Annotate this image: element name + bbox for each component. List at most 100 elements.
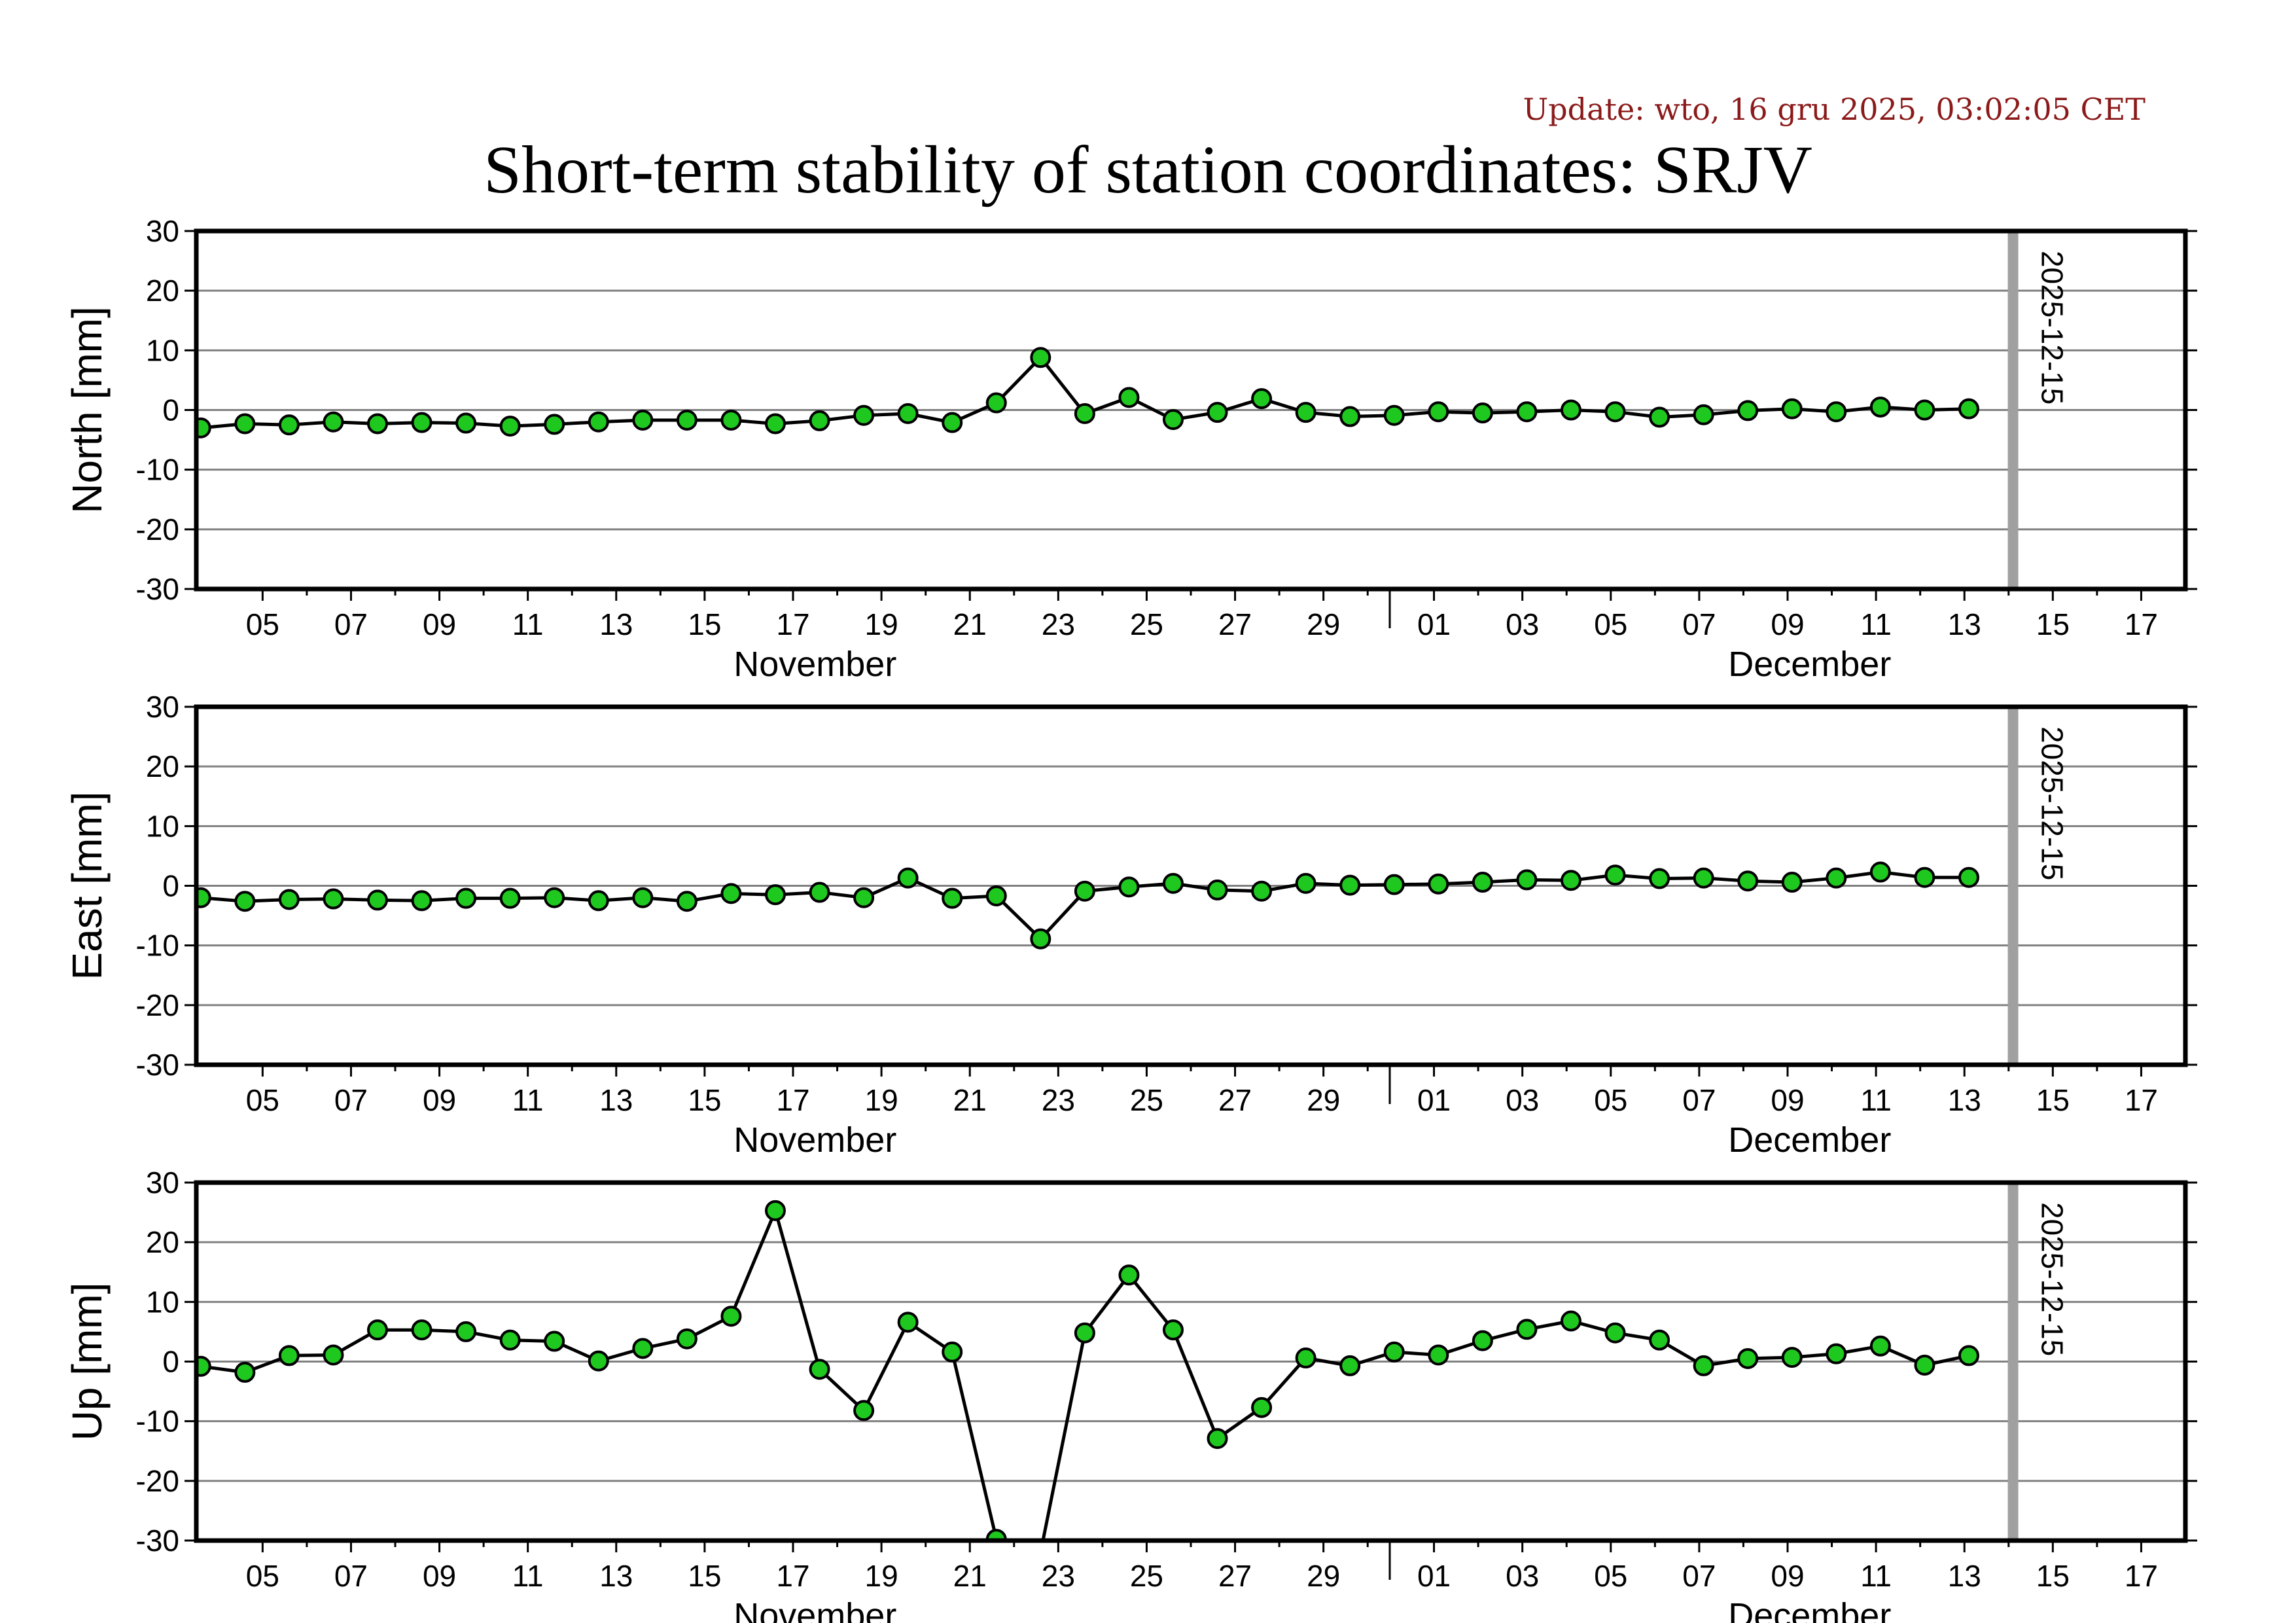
data-point [809, 1359, 830, 1380]
x-tick-label: 23 [1042, 1083, 1075, 1117]
x-tick-label: 01 [1417, 607, 1451, 641]
x-tick-label: 05 [246, 607, 279, 641]
data-point [897, 867, 919, 889]
data-point [588, 890, 609, 912]
data-point [764, 1200, 786, 1221]
x-tick-label: 09 [1771, 1559, 1804, 1593]
x-tick-label: 05 [1594, 607, 1627, 641]
data-point [499, 1329, 521, 1351]
y-tick-label: 20 [146, 274, 179, 308]
update-timestamp: Update: wto, 16 gru 2025, 03:02:05 CET [1523, 92, 2146, 127]
data-point [588, 1350, 609, 1372]
data-point [455, 412, 477, 434]
data-point [809, 410, 830, 431]
data-point [1914, 866, 1935, 888]
y-tick-label: -30 [136, 1048, 179, 1082]
month-label: November [733, 1120, 896, 1160]
data-point [1207, 879, 1228, 901]
x-tick-label: 11 [512, 607, 544, 641]
data-point [411, 890, 433, 912]
data-point [1869, 861, 1891, 883]
data-point [809, 882, 830, 903]
data-point [234, 413, 256, 435]
y-tick-label: 20 [146, 1225, 179, 1259]
x-tick-label: 21 [953, 1559, 987, 1593]
current-date-label: 2025-12-15 [2036, 726, 2070, 880]
panel-east: 30 20 10 0 -10 -20 -30 2025-12-15 05 07 09 11 13 15 17… [63, 690, 2197, 1160]
x-tick-label: 27 [1218, 1559, 1252, 1593]
data-point [455, 1321, 477, 1342]
data-point [764, 884, 786, 906]
data-point [1162, 409, 1184, 431]
data-point [196, 1355, 211, 1377]
x-tick-label: 17 [2125, 607, 2158, 641]
data-point [1339, 1355, 1361, 1376]
y-tick-label: -20 [136, 1464, 179, 1498]
y-tick-label: 0 [162, 393, 179, 427]
data-point [632, 409, 654, 431]
data-point [1781, 872, 1803, 893]
x-tick-label: 05 [1594, 1559, 1627, 1593]
data-point [411, 412, 433, 433]
data-point [1339, 874, 1361, 896]
x-tick-label: 17 [2125, 1559, 2158, 1593]
data-point [1074, 880, 1095, 902]
data-point [1472, 402, 1493, 424]
x-tick-label: 25 [1130, 1083, 1163, 1117]
data-point [720, 1306, 742, 1327]
data-point [1826, 1343, 1847, 1364]
data-point [1251, 880, 1273, 902]
x-tick-label: 15 [2036, 1083, 2070, 1117]
x-tick-label: 13 [1948, 1083, 1981, 1117]
x-tick-label: 21 [953, 1083, 987, 1117]
y-axis-label: Up [mm] [63, 1283, 111, 1441]
x-tick-label: 29 [1307, 1559, 1340, 1593]
data-point [1207, 402, 1228, 423]
x-tick-label: 09 [423, 1083, 456, 1117]
panel-north: 30 20 10 0 -10 -20 -30 2025-12-15 05 07 09 11 13 15 17… [63, 214, 2197, 684]
x-tick-label: 15 [2036, 607, 2070, 641]
chart-title: Short-term stability of station coordina… [484, 132, 1812, 207]
data-point [1693, 404, 1714, 425]
data-point [1958, 1345, 1979, 1366]
data-point [1560, 399, 1581, 421]
x-tick-label: 25 [1130, 1559, 1163, 1593]
data-point [1251, 1397, 1273, 1418]
y-tick-label: -20 [136, 988, 179, 1022]
series-line [200, 1205, 1969, 1541]
x-tick-label: 29 [1307, 607, 1340, 641]
x-tick-label: 25 [1130, 607, 1163, 641]
x-tick-label: 05 [1594, 1083, 1627, 1117]
data-point [720, 409, 742, 431]
x-tick-label: 17 [776, 1083, 809, 1117]
y-tick-label: 30 [146, 214, 179, 248]
x-tick-label: 17 [776, 1559, 809, 1593]
x-tick-label: 17 [2125, 1083, 2158, 1117]
x-tick-label: 13 [599, 1559, 633, 1593]
data-point [1383, 1341, 1405, 1363]
x-tick-label: 11 [512, 1083, 544, 1117]
x-tick-label: 07 [1682, 1083, 1716, 1117]
data-point [1251, 388, 1273, 410]
x-tick-label: 15 [688, 607, 721, 641]
x-tick-label: 13 [599, 1083, 633, 1117]
x-tick-label: 09 [423, 607, 456, 641]
current-date-label: 2025-12-15 [2036, 1202, 2070, 1356]
data-point [1958, 866, 1979, 888]
y-tick-label: 10 [146, 333, 179, 367]
data-point [588, 411, 609, 433]
data-point [1649, 1329, 1670, 1351]
x-tick-label: 17 [776, 607, 809, 641]
x-tick-label: 03 [1506, 1083, 1539, 1117]
data-point [1737, 870, 1759, 892]
data-point [499, 887, 521, 909]
x-tick-label: 13 [1948, 1559, 1981, 1593]
data-point [942, 412, 963, 433]
x-tick-label: 13 [1948, 607, 1981, 641]
data-point [278, 414, 300, 436]
x-tick-label: 29 [1307, 1083, 1340, 1117]
data-point [942, 887, 963, 909]
y-tick-label: -30 [136, 572, 179, 606]
y-tick-label: -10 [136, 929, 179, 963]
